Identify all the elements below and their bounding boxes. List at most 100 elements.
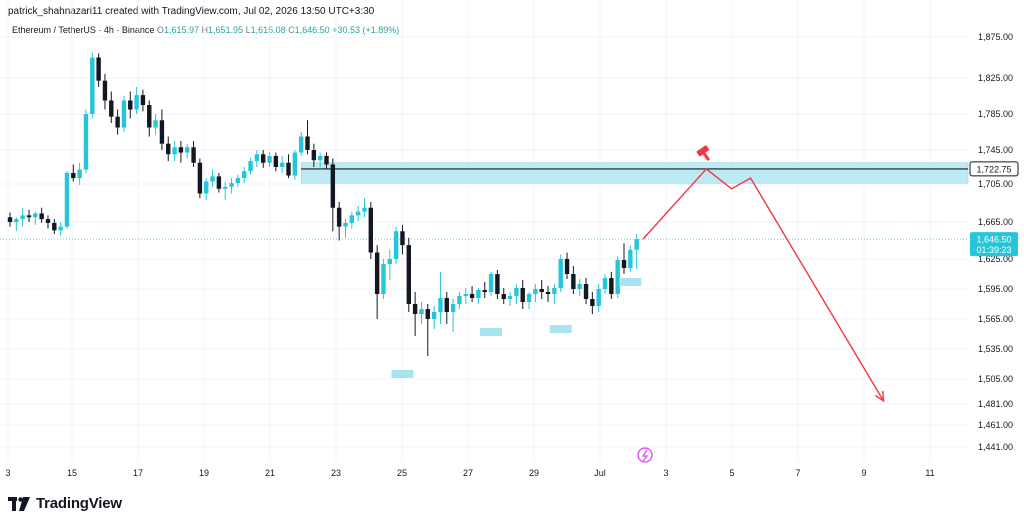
candles-layer	[7, 52, 639, 356]
candle-body	[298, 136, 304, 153]
candle-body	[153, 120, 158, 128]
candle-body	[58, 226, 63, 231]
candle-body	[526, 294, 532, 302]
y-tick-label: 1,875.00	[978, 32, 1013, 42]
candle-body	[286, 162, 291, 176]
candle-body	[52, 222, 57, 231]
lightning-icon	[637, 447, 653, 463]
lightning-bolt	[641, 449, 649, 462]
candle-body	[393, 231, 399, 259]
candle-body	[602, 278, 608, 289]
open-label: O	[156, 25, 164, 35]
candle-body	[317, 155, 323, 161]
candle-body	[330, 164, 336, 208]
candle-body	[64, 172, 70, 227]
projection-arrowhead	[874, 390, 885, 403]
low-value: 1,615.08	[250, 25, 286, 35]
candle-body	[501, 294, 506, 299]
y-tick-label: 1,481.00	[978, 399, 1013, 409]
candle-body	[419, 309, 424, 314]
x-tick-label: Jul	[594, 468, 606, 478]
x-tick-label: 3	[663, 468, 668, 478]
candle-body	[305, 136, 310, 150]
x-tick-label: 21	[265, 468, 275, 478]
candle-body	[235, 178, 241, 184]
candle-body	[267, 155, 272, 163]
candle-body	[166, 143, 171, 155]
candle-body	[14, 219, 19, 222]
candle-body	[71, 172, 76, 179]
candle-body	[172, 147, 177, 155]
candle-body	[147, 105, 152, 128]
candle-body	[507, 296, 513, 299]
candle-body	[355, 211, 361, 216]
candle-body	[374, 252, 380, 294]
candle-body	[634, 239, 639, 250]
change-value: +30.53 (+1.89%)	[332, 25, 400, 35]
candle-body	[431, 312, 437, 319]
candle-body	[621, 260, 627, 268]
resistance-zone-layer	[0, 162, 969, 240]
candle-body	[210, 176, 215, 182]
level-tag-text: 1,722.75	[976, 164, 1011, 174]
chart-grid	[0, 0, 968, 462]
y-tick-label: 1,441.00	[978, 442, 1013, 452]
tradingview-brand[interactable]: TradingView	[8, 495, 122, 512]
x-tick-label: 7	[795, 468, 800, 478]
candle-body	[368, 207, 374, 253]
candle-body	[20, 215, 25, 220]
candle-body	[102, 80, 108, 101]
high-value: 1,651.95	[208, 25, 244, 35]
x-tick-label: 3	[5, 468, 10, 478]
candle-body	[406, 245, 411, 304]
x-tick-label: 23	[331, 468, 341, 478]
candle-body	[115, 116, 120, 128]
projection-path	[642, 167, 885, 402]
candle-body	[577, 284, 582, 289]
candle-body	[109, 100, 114, 117]
candle-body	[444, 298, 449, 312]
candle-body	[248, 161, 253, 172]
candle-body	[128, 100, 133, 110]
x-tick-label: 19	[199, 468, 209, 478]
candle-body	[362, 207, 367, 212]
candle-body	[583, 284, 589, 299]
candle-body	[571, 274, 576, 289]
hammer-head	[696, 145, 710, 157]
candle-body	[39, 213, 44, 220]
x-tick-label: 5	[729, 468, 734, 478]
chart-byline: patrick_shahnazari11 created with Tradin…	[8, 6, 375, 17]
candle-body	[520, 288, 525, 302]
candle-body	[185, 147, 190, 153]
candle-body	[488, 274, 494, 292]
candle-body	[7, 217, 13, 222]
candle-body	[438, 298, 443, 312]
candle-body	[191, 147, 196, 163]
y-tick-label: 1,461.00	[978, 420, 1013, 430]
candle-body	[178, 147, 184, 153]
candle-body	[121, 100, 127, 128]
y-tick-label: 1,665.00	[978, 217, 1013, 227]
tradingview-logo-icon	[8, 496, 30, 511]
candle-body	[159, 120, 165, 144]
candle-body	[223, 186, 228, 189]
candle-body	[261, 154, 266, 163]
y-tick-label: 1,505.00	[978, 374, 1013, 384]
last-price-text: 1,646.50	[976, 235, 1011, 245]
resistance-zone	[300, 162, 969, 184]
lightning-circle	[637, 447, 653, 463]
candle-body	[476, 290, 481, 298]
candle-body	[387, 259, 392, 264]
support-mark	[619, 278, 642, 286]
y-tick-label: 1,565.00	[978, 314, 1013, 324]
candle-body	[349, 215, 355, 223]
candle-body	[596, 289, 601, 306]
candle-body	[343, 222, 348, 227]
hammer-handle	[702, 151, 710, 161]
candle-body	[134, 95, 139, 110]
candle-body	[482, 290, 487, 292]
countdown-text: 01:39:23	[976, 245, 1011, 255]
candle-body	[400, 231, 405, 246]
